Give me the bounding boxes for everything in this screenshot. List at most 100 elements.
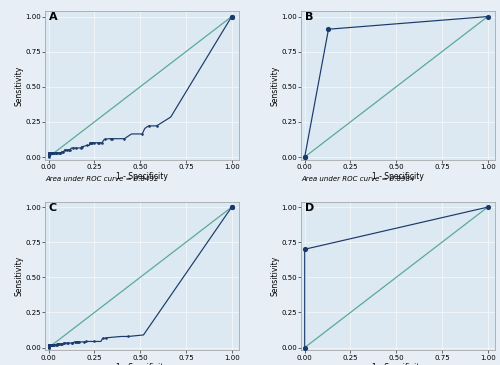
- Point: [57, 341, 65, 347]
- Point: [60, 340, 68, 346]
- Point: [50, 150, 58, 155]
- Point: [90, 140, 98, 146]
- Point: [44, 343, 52, 349]
- Point: [46, 150, 54, 155]
- Point: [45, 342, 53, 348]
- Point: [54, 150, 62, 155]
- Point: [44, 343, 52, 349]
- Point: [44, 153, 52, 158]
- Point: [45, 342, 53, 348]
- Point: [108, 136, 116, 142]
- Point: [45, 150, 53, 156]
- Point: [60, 147, 68, 153]
- Point: [54, 341, 62, 347]
- Point: [228, 204, 235, 210]
- X-axis label: 1 - Specificity: 1 - Specificity: [116, 363, 168, 365]
- Point: [48, 342, 56, 348]
- Point: [144, 123, 152, 129]
- Point: [46, 342, 54, 348]
- Point: [44, 345, 52, 350]
- Point: [45, 150, 53, 156]
- Point: [44, 344, 52, 350]
- Point: [48, 342, 56, 348]
- Point: [44, 153, 52, 158]
- Point: [68, 340, 76, 346]
- Point: [45, 342, 53, 348]
- Point: [50, 150, 58, 155]
- Y-axis label: Sensitivity: Sensitivity: [14, 65, 23, 105]
- Point: [63, 340, 71, 346]
- Text: Area under ROC curve = 0.8492: Area under ROC curve = 0.8492: [45, 176, 158, 182]
- Point: [48, 150, 56, 155]
- Point: [48, 342, 56, 348]
- X-axis label: 1 - Specificity: 1 - Specificity: [116, 172, 168, 181]
- Point: [72, 339, 80, 345]
- Point: [55, 150, 63, 155]
- Point: [54, 341, 62, 347]
- Point: [50, 342, 58, 347]
- Point: [45, 342, 53, 348]
- Point: [58, 149, 66, 155]
- Point: [72, 145, 80, 151]
- Point: [66, 147, 74, 153]
- Point: [47, 342, 55, 348]
- Text: C: C: [49, 203, 57, 213]
- Point: [45, 342, 53, 348]
- Point: [228, 14, 235, 19]
- Point: [60, 340, 68, 346]
- Text: Area under ROC curve = 0.8984: Area under ROC curve = 0.8984: [301, 176, 414, 182]
- Point: [45, 150, 53, 156]
- Point: [45, 150, 53, 156]
- Point: [64, 147, 72, 153]
- Point: [124, 334, 132, 339]
- Point: [73, 339, 81, 345]
- Point: [96, 140, 104, 146]
- Point: [484, 14, 492, 19]
- Point: [87, 141, 95, 146]
- Point: [46, 342, 54, 348]
- Point: [90, 338, 98, 344]
- Point: [45, 342, 53, 348]
- Point: [58, 149, 66, 155]
- Point: [86, 141, 94, 146]
- Point: [152, 123, 160, 129]
- Point: [84, 142, 92, 148]
- Point: [46, 342, 54, 348]
- Point: [50, 342, 58, 348]
- Point: [68, 145, 76, 151]
- X-axis label: 1 - Specificity: 1 - Specificity: [372, 172, 424, 181]
- Point: [102, 335, 110, 341]
- Point: [300, 154, 308, 160]
- Point: [68, 340, 76, 346]
- Y-axis label: Sensitivity: Sensitivity: [14, 256, 23, 296]
- Point: [45, 342, 53, 348]
- Point: [46, 342, 54, 348]
- Point: [98, 335, 106, 341]
- Point: [94, 140, 102, 146]
- Point: [49, 342, 57, 348]
- Point: [74, 339, 82, 345]
- Text: A: A: [49, 12, 58, 22]
- Point: [44, 343, 52, 349]
- Point: [228, 14, 235, 19]
- Point: [46, 150, 54, 155]
- Y-axis label: Sensitivity: Sensitivity: [270, 65, 279, 105]
- Point: [44, 345, 52, 350]
- X-axis label: 1 - Specificity: 1 - Specificity: [372, 363, 424, 365]
- Point: [45, 342, 53, 348]
- Point: [46, 342, 54, 348]
- Point: [46, 342, 54, 348]
- Point: [78, 144, 86, 150]
- Point: [120, 136, 128, 142]
- Point: [57, 341, 65, 347]
- Point: [71, 339, 79, 345]
- Point: [52, 342, 60, 347]
- Point: [58, 341, 66, 347]
- Point: [82, 338, 90, 344]
- Point: [52, 150, 60, 155]
- Point: [300, 246, 308, 252]
- Point: [44, 153, 52, 158]
- Point: [44, 153, 52, 158]
- Point: [45, 342, 53, 348]
- Text: B: B: [305, 12, 314, 22]
